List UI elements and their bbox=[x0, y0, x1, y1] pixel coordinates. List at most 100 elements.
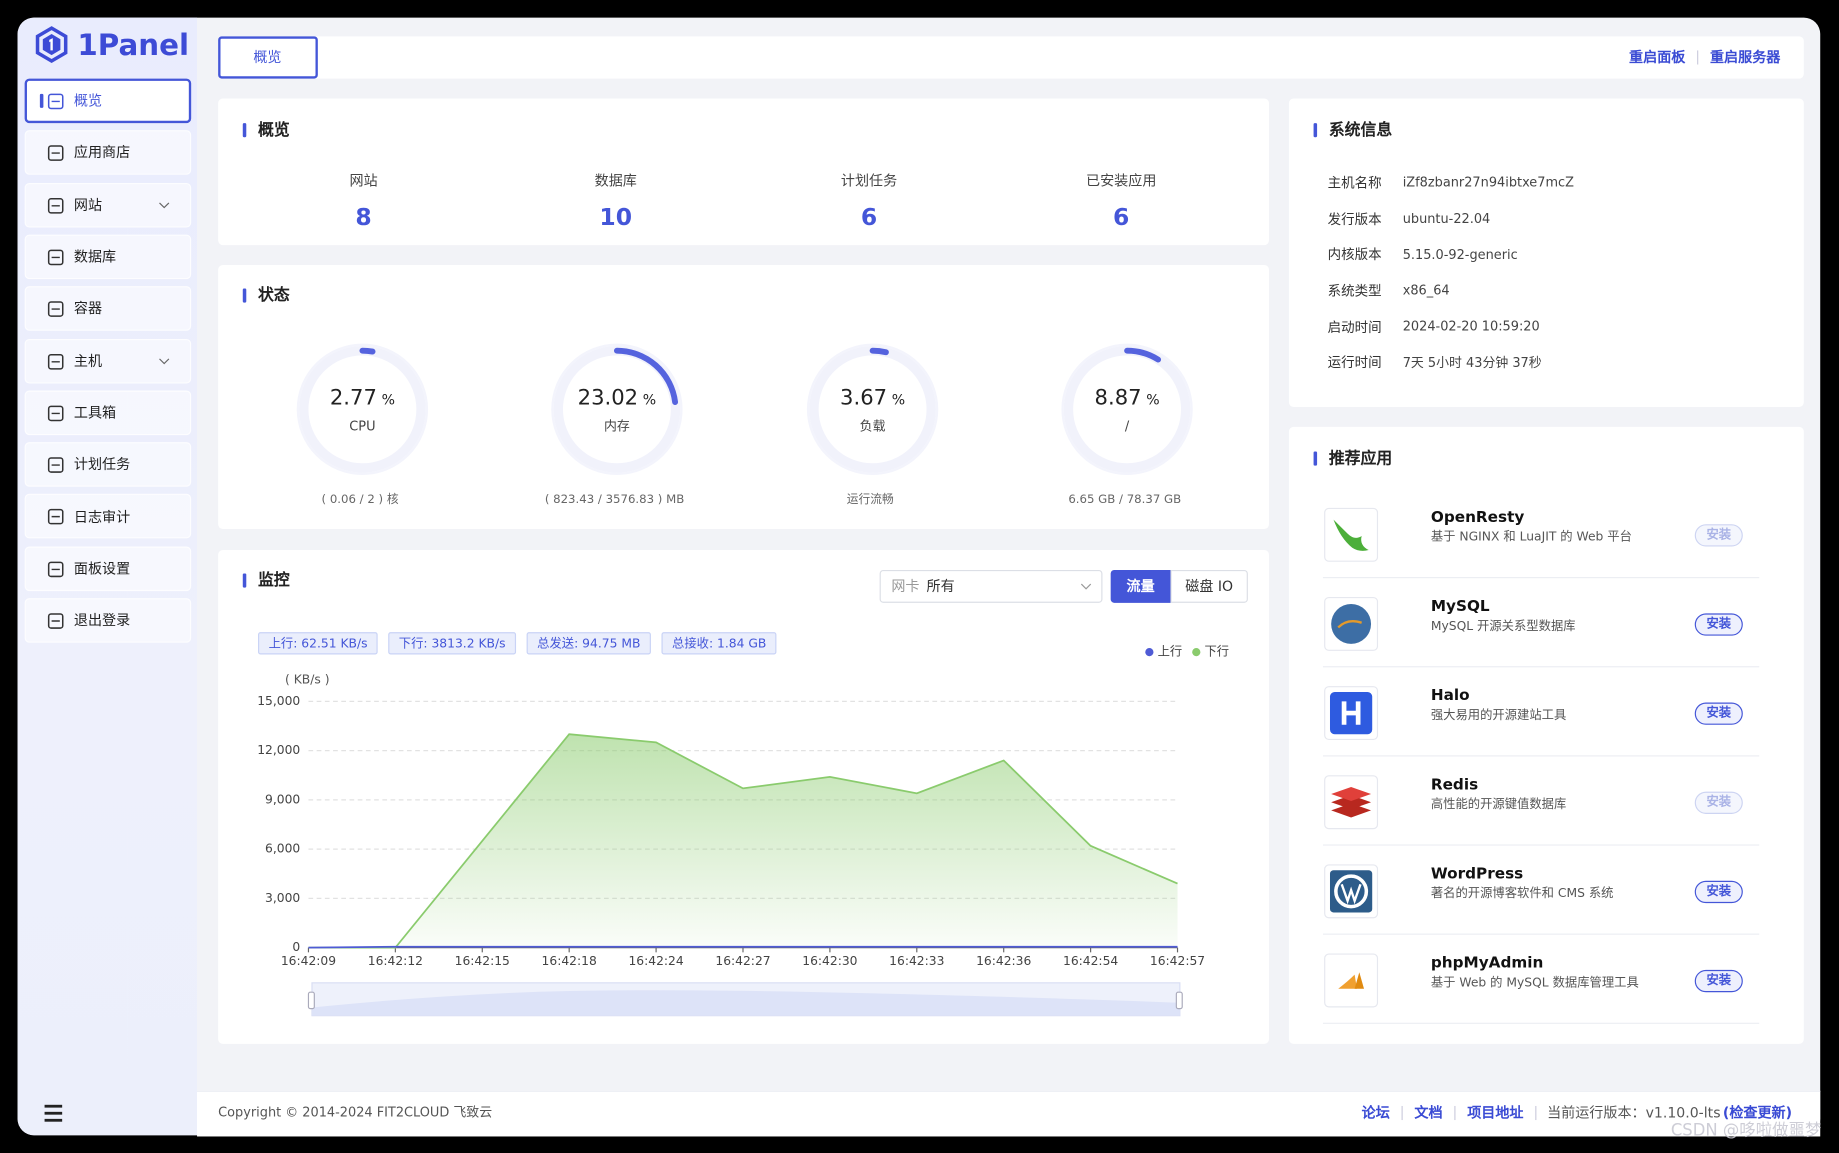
collapse-icon[interactable] bbox=[40, 1100, 70, 1126]
menu-label[interactable]: 概览 bbox=[73, 92, 103, 110]
menu-icon bbox=[47, 93, 64, 110]
gauge-value-wrap: 23.02% bbox=[578, 385, 657, 414]
app-button[interactable] bbox=[1694, 880, 1743, 904]
menu-label[interactable]: 容器 bbox=[73, 300, 103, 318]
area-fill bbox=[308, 734, 1178, 948]
gauge-unit: % bbox=[642, 391, 657, 409]
menu-label[interactable]: 工具箱 bbox=[73, 404, 117, 421]
menu-icon-shape bbox=[47, 457, 64, 473]
app-name[interactable]: Halo bbox=[1430, 687, 1470, 705]
header-sep bbox=[1697, 50, 1699, 65]
app-button-label: 安装 bbox=[1706, 795, 1732, 810]
footer bbox=[197, 1090, 1821, 1137]
footer-sep bbox=[1401, 1105, 1403, 1121]
app-separator bbox=[1322, 933, 1760, 935]
app-button bbox=[1694, 524, 1743, 547]
stat-value: 6 bbox=[1113, 202, 1130, 232]
stat-label: 数据库 bbox=[594, 171, 637, 189]
footer-link[interactable]: 文档 bbox=[1414, 1104, 1443, 1121]
header-tab-label[interactable]: 概览 bbox=[253, 48, 282, 66]
menu-icon bbox=[47, 457, 64, 473]
x-tick-label: 16:42:57 bbox=[1150, 954, 1205, 968]
legend-dot bbox=[1192, 647, 1201, 657]
footer-link[interactable]: 项目地址 bbox=[1467, 1104, 1524, 1121]
info-label: 主机名称 bbox=[1327, 174, 1382, 192]
app-desc: 著名的开源博客软件和 CMS 系统 bbox=[1430, 886, 1614, 901]
app-button[interactable] bbox=[1694, 702, 1743, 725]
footer-link[interactable]: 论坛 bbox=[1361, 1104, 1390, 1121]
icon-shape bbox=[1331, 786, 1372, 802]
gauge-detail: 6.65 GB / 78.37 GB bbox=[1068, 493, 1182, 507]
stat-value: 10 bbox=[599, 202, 633, 232]
icon-shape bbox=[1341, 701, 1361, 725]
menu-label[interactable]: 数据库 bbox=[73, 248, 117, 266]
menu-label[interactable]: 主机 bbox=[73, 352, 103, 369]
header-action[interactable]: 重启面板 bbox=[1629, 48, 1686, 66]
menu-label[interactable]: 日志审计 bbox=[73, 508, 131, 525]
app-name[interactable]: Redis bbox=[1430, 776, 1479, 794]
info-value: ubuntu-22.04 bbox=[1402, 211, 1491, 227]
y-tick-label: 3,000 bbox=[265, 891, 300, 905]
app-name[interactable]: phpMyAdmin bbox=[1430, 954, 1544, 973]
x-tick-label: 16:42:12 bbox=[368, 954, 423, 968]
title-bar bbox=[1313, 451, 1318, 466]
x-tick-label: 16:42:30 bbox=[802, 954, 857, 968]
menu-icon-shape bbox=[47, 93, 64, 110]
app-name[interactable]: WordPress bbox=[1430, 865, 1524, 884]
gauge-arc bbox=[811, 347, 935, 471]
menu-item[interactable] bbox=[24, 130, 192, 176]
menu-icon-shape bbox=[47, 613, 64, 629]
app-button[interactable] bbox=[1694, 969, 1743, 993]
gauge bbox=[551, 343, 683, 475]
menu-item[interactable] bbox=[24, 390, 192, 435]
monitor-tab[interactable] bbox=[1110, 569, 1171, 603]
x-tick-label: 16:42:18 bbox=[542, 954, 597, 968]
title-bar bbox=[242, 123, 247, 138]
gauge-detail: ( 0.06 / 2 ) 核 bbox=[321, 493, 399, 507]
icon-shape bbox=[1331, 803, 1372, 818]
app-name[interactable]: MySQL bbox=[1430, 598, 1490, 616]
gauge-value: 3.67 bbox=[840, 385, 888, 411]
header-action[interactable]: 重启服务器 bbox=[1709, 48, 1781, 66]
app-desc: 基于 Web 的 MySQL 数据库管理工具 bbox=[1430, 975, 1639, 990]
version: 当前运行版本：v1.10.0-lts bbox=[1547, 1104, 1721, 1121]
overview-card bbox=[218, 98, 1270, 246]
app-button-label[interactable]: 安装 bbox=[1706, 706, 1732, 721]
gauge-arc bbox=[300, 347, 424, 471]
app-button-label[interactable]: 安装 bbox=[1706, 973, 1732, 988]
monitor-tab-label[interactable]: 流量 bbox=[1126, 577, 1155, 595]
menu-label[interactable]: 退出登录 bbox=[73, 612, 131, 629]
stat-label: 已安装应用 bbox=[1086, 171, 1157, 189]
menu-label[interactable]: 计划任务 bbox=[73, 456, 131, 473]
app-separator bbox=[1322, 755, 1760, 757]
app-icon bbox=[1331, 604, 1372, 644]
nic-select[interactable] bbox=[879, 569, 1103, 603]
app-button-label[interactable]: 安装 bbox=[1706, 617, 1732, 632]
app-button[interactable] bbox=[1694, 613, 1743, 636]
header-tab[interactable] bbox=[218, 36, 318, 79]
gauge-outer bbox=[1061, 343, 1193, 475]
nic-value[interactable]: 所有 bbox=[926, 577, 955, 595]
monitor-tab[interactable] bbox=[1170, 569, 1248, 603]
menu-label[interactable]: 应用商店 bbox=[73, 144, 131, 162]
y-tick-label: 0 bbox=[292, 940, 300, 954]
stat-tag: 上行: 62.51 KB/s bbox=[258, 632, 379, 655]
card-title: 监控 bbox=[258, 570, 290, 590]
y-tick-label: 12,000 bbox=[257, 743, 300, 757]
gauge-detail: 运行流畅 bbox=[846, 493, 894, 507]
app-name[interactable]: OpenResty bbox=[1430, 508, 1525, 527]
menu-label[interactable]: 面板设置 bbox=[73, 560, 131, 577]
check-update[interactable]: (检查更新) bbox=[1722, 1104, 1793, 1121]
gauge-outer bbox=[551, 343, 683, 475]
menu-label[interactable]: 网站 bbox=[73, 196, 103, 214]
menu-icon-shape bbox=[47, 509, 64, 525]
monitor-tab-label[interactable]: 磁盘 IO bbox=[1185, 577, 1234, 595]
app-button-label[interactable]: 安装 bbox=[1706, 884, 1732, 899]
gauge-label: CPU bbox=[349, 419, 376, 435]
x-tick-label: 16:42:36 bbox=[976, 954, 1031, 968]
gauge-arc bbox=[555, 347, 679, 471]
stat-tag: 总发送: 94.75 MB bbox=[526, 632, 651, 655]
menu-icon bbox=[47, 561, 64, 577]
app-icon bbox=[1333, 519, 1369, 551]
y-tick-label: 6,000 bbox=[265, 842, 300, 856]
